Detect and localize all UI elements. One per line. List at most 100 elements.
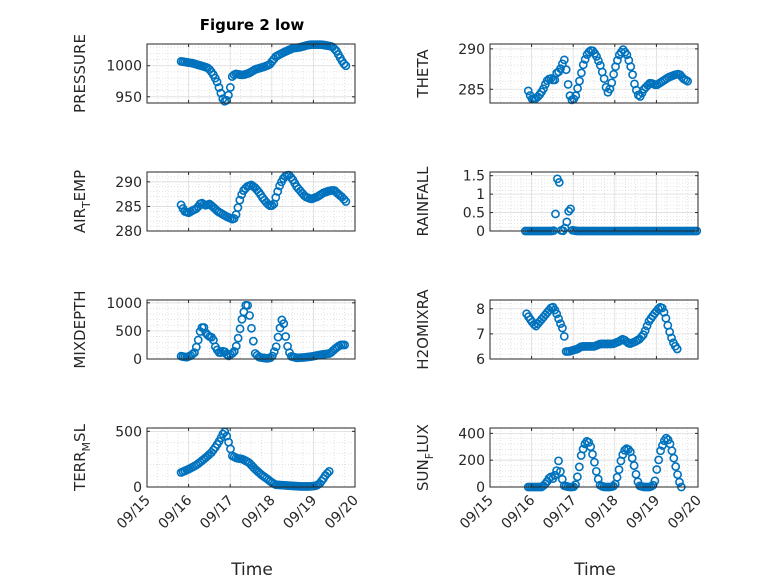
- data-point: [188, 349, 197, 359]
- data-point: [552, 466, 562, 475]
- x-tick-label: 09/15: [457, 493, 497, 533]
- subplot-rainfall: 0 0.5 1 1.5 RAINFALL: [414, 166, 702, 240]
- data-point: [324, 467, 334, 476]
- axes-frame: [489, 43, 699, 104]
- data-point: [654, 455, 664, 465]
- y-axis-label: AIRTEMP: [71, 170, 93, 233]
- x-tick-label: 09/19: [280, 493, 320, 533]
- y-tick-label: 0: [133, 480, 142, 496]
- axes-frame: [146, 43, 356, 104]
- data-point: [247, 323, 256, 333]
- y-tick-label: 200: [458, 453, 485, 469]
- data-point: [235, 195, 245, 205]
- data-point: [214, 83, 224, 92]
- y-tick-label: 1.5: [463, 169, 485, 185]
- axes-frame: [489, 427, 699, 488]
- data-point: [190, 348, 199, 357]
- data-point: [566, 204, 575, 214]
- y-axis-label: MIXDEPTH: [71, 290, 89, 368]
- y-tick-label: 400: [458, 426, 485, 442]
- x-tick-label: 09/16: [499, 492, 539, 532]
- data-point: [248, 336, 258, 346]
- figure-title: Figure 2 low: [200, 16, 305, 34]
- data-point: [551, 209, 560, 219]
- data-point: [667, 333, 676, 343]
- data-point: [556, 319, 565, 329]
- x-tick-label: 09/18: [239, 493, 279, 533]
- data-point: [642, 321, 652, 331]
- y-tick-label: 285: [458, 82, 485, 98]
- data-point: [225, 83, 235, 92]
- data-point: [599, 74, 609, 84]
- data-point: [554, 178, 564, 187]
- data-point: [552, 309, 562, 319]
- y-tick-label: 0.5: [463, 206, 485, 222]
- data-point: [199, 323, 209, 332]
- y-tick-label: 6: [476, 352, 485, 368]
- data-point: [559, 332, 569, 341]
- data-point: [216, 88, 226, 98]
- data-point: [341, 61, 351, 71]
- data-point: [626, 62, 636, 72]
- y-tick-label: 280: [115, 224, 142, 240]
- data-point: [637, 332, 646, 342]
- data-point: [609, 69, 619, 79]
- data-point: [539, 84, 548, 94]
- y-tick-label: 1000: [106, 296, 142, 312]
- y-tick-label: 950: [115, 90, 142, 106]
- x-axis-label-right: Time: [573, 560, 616, 580]
- data-point: [339, 194, 349, 204]
- data-point: [228, 348, 237, 358]
- data-point: [669, 453, 679, 463]
- data-point: [235, 324, 245, 334]
- data-point: [652, 465, 662, 474]
- data-point: [588, 449, 597, 459]
- data-point: [629, 461, 639, 470]
- y-axis-label: THETA: [414, 49, 432, 99]
- data-point: [620, 445, 630, 455]
- data-point: [267, 201, 277, 210]
- data-point: [650, 476, 660, 486]
- data-point: [594, 56, 603, 66]
- data-point: [607, 78, 617, 88]
- y-tick-label: 1: [476, 187, 485, 203]
- data-point: [222, 349, 232, 359]
- data-point: [341, 197, 351, 206]
- data-point: [273, 187, 283, 196]
- data-point: [263, 199, 273, 209]
- data-point: [339, 59, 349, 69]
- x-tick-label: 09/20: [665, 493, 705, 533]
- data-point: [592, 52, 601, 61]
- subplot-sun-flux: 0 200 400 SUNFLUX 09/15 09/16 09/17 09/18 09/19 0…: [414, 424, 705, 532]
- y-tick-label: 500: [115, 424, 142, 440]
- data-point: [671, 462, 681, 471]
- axes-background: [489, 171, 699, 232]
- y-tick-label: 0: [476, 480, 485, 496]
- x-tick-label: 09/16: [156, 492, 196, 532]
- data-point: [590, 457, 599, 467]
- data-point: [608, 481, 618, 491]
- data-point: [554, 456, 563, 466]
- axes-frame: [489, 171, 699, 232]
- data-point: [559, 55, 569, 65]
- data-point: [322, 468, 332, 478]
- data-point: [269, 347, 279, 357]
- data-point: [266, 353, 275, 363]
- y-tick-label: 8: [476, 302, 485, 318]
- y-tick-label: 0: [476, 224, 485, 240]
- y-tick-label: 7: [476, 327, 485, 343]
- data-point: [245, 311, 254, 320]
- subplot-pressure: 950 1000 PRESSURE: [71, 34, 356, 113]
- x-axis-label-left: Time: [230, 560, 273, 580]
- data-point: [561, 65, 571, 75]
- x-tick-label: 09/19: [623, 493, 663, 533]
- y-tick-label: 285: [115, 199, 142, 215]
- data-point: [575, 76, 584, 86]
- subplot-theta: 285 290 THETA: [414, 42, 699, 105]
- data-point: [267, 351, 277, 361]
- axes-frame: [146, 171, 356, 232]
- data-point: [243, 300, 253, 310]
- y-axis-label: TERRMSL: [71, 423, 93, 492]
- data-point: [563, 80, 573, 89]
- data-point: [580, 55, 590, 64]
